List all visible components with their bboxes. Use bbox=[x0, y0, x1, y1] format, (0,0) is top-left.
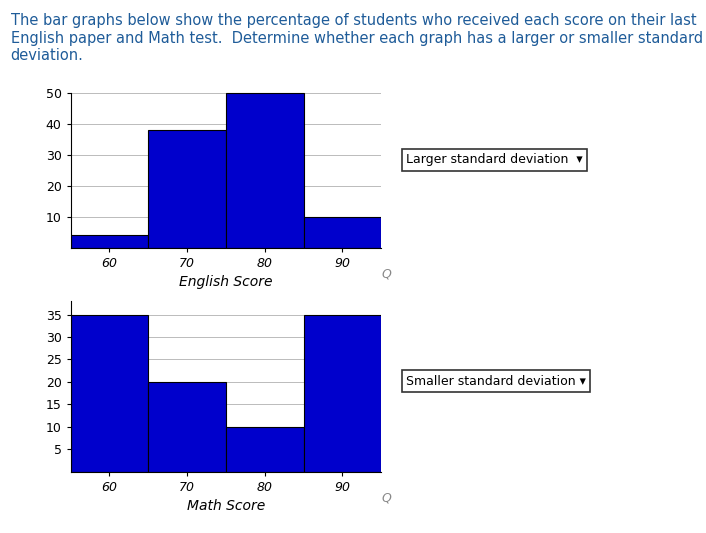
X-axis label: Math Score: Math Score bbox=[187, 499, 265, 513]
Bar bbox=[304, 314, 381, 472]
Bar bbox=[226, 93, 304, 248]
Text: The bar graphs below show the percentage of students who received each score on : The bar graphs below show the percentage… bbox=[11, 13, 702, 63]
Bar bbox=[148, 130, 226, 248]
Bar bbox=[226, 427, 304, 472]
Text: Smaller standard deviation ▾: Smaller standard deviation ▾ bbox=[406, 375, 586, 387]
Bar bbox=[304, 217, 381, 248]
Text: Q: Q bbox=[382, 268, 392, 281]
Bar bbox=[148, 382, 226, 472]
X-axis label: English Score: English Score bbox=[179, 276, 273, 289]
Bar bbox=[71, 236, 148, 248]
Bar bbox=[71, 314, 148, 472]
Text: Larger standard deviation  ▾: Larger standard deviation ▾ bbox=[406, 154, 582, 166]
Text: Q: Q bbox=[382, 492, 392, 505]
